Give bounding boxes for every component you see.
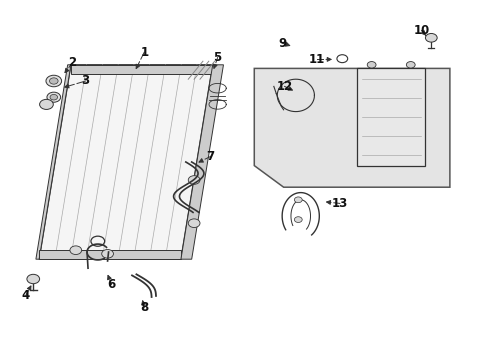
Circle shape [294, 197, 302, 203]
Text: 5: 5 [213, 51, 221, 64]
Polygon shape [181, 65, 223, 259]
Polygon shape [39, 250, 181, 259]
Text: 1: 1 [140, 46, 148, 59]
Circle shape [406, 62, 414, 68]
Text: 9: 9 [278, 37, 286, 50]
Bar [356, 68, 425, 166]
Circle shape [366, 62, 375, 68]
Text: 10: 10 [412, 24, 429, 37]
Text: 4: 4 [22, 289, 30, 302]
Text: 13: 13 [331, 197, 347, 210]
Polygon shape [254, 68, 449, 187]
Polygon shape [39, 65, 212, 259]
Text: 6: 6 [107, 278, 115, 291]
Polygon shape [36, 65, 71, 259]
Circle shape [294, 217, 302, 222]
Circle shape [425, 33, 436, 42]
Text: 11: 11 [308, 53, 325, 66]
Circle shape [40, 99, 53, 109]
Circle shape [47, 92, 61, 102]
Text: 12: 12 [276, 80, 292, 93]
Text: 7: 7 [206, 150, 214, 163]
Circle shape [46, 75, 61, 87]
Circle shape [50, 94, 58, 100]
Polygon shape [71, 65, 212, 74]
Circle shape [188, 176, 200, 184]
Text: 8: 8 [140, 301, 148, 314]
Circle shape [49, 78, 58, 84]
Circle shape [188, 219, 200, 228]
Text: 3: 3 [81, 75, 89, 87]
Circle shape [102, 249, 113, 258]
Text: 2: 2 [68, 57, 76, 69]
Circle shape [27, 274, 40, 284]
Circle shape [70, 246, 81, 255]
